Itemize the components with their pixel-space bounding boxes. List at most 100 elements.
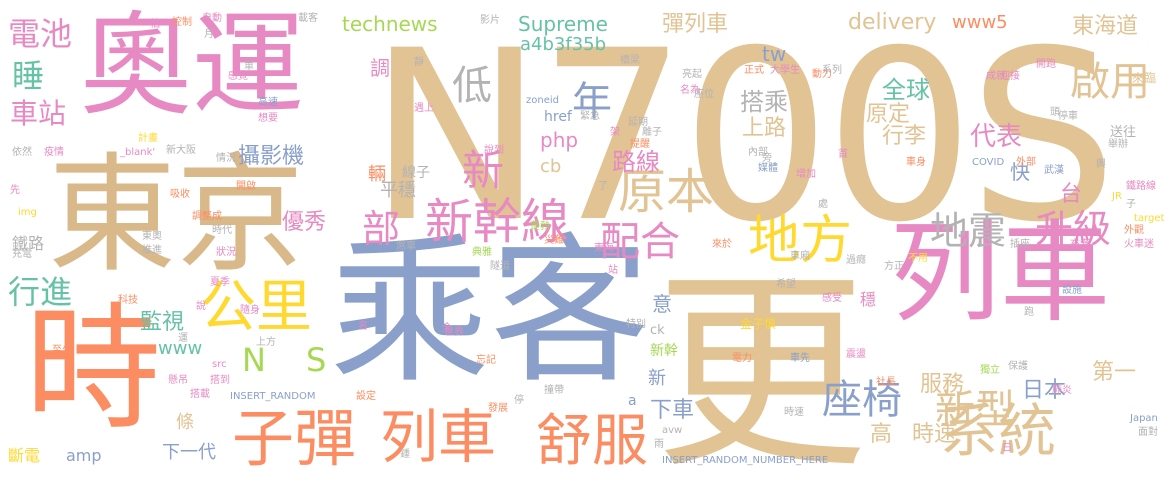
word: 時速 [784, 407, 804, 418]
word: 舒服 [536, 409, 648, 474]
word: 架 [610, 127, 620, 138]
word: 控制 [172, 17, 192, 28]
word: 停車 [1058, 111, 1078, 122]
word: target [1134, 213, 1165, 224]
word: 代表 [970, 122, 1023, 152]
word: 懸吊 [168, 375, 188, 386]
word: 來於 [712, 239, 732, 250]
word: amp [66, 446, 102, 465]
word: 感受 [822, 293, 842, 304]
word: 增加 [796, 169, 816, 180]
word: 搭載 [190, 389, 210, 400]
word: img [18, 207, 37, 218]
word: 來臨 [1132, 71, 1157, 85]
word: 肺炎 [1052, 385, 1072, 396]
word: 日本 [1022, 378, 1067, 403]
word: 隨身 [240, 305, 260, 316]
word: 子 [1126, 199, 1136, 210]
word: 東海道 [1072, 14, 1139, 39]
word: 雨 [654, 439, 664, 450]
word: 停 [514, 395, 524, 406]
word: 火車迷 [1124, 239, 1154, 250]
word: 車先 [790, 353, 810, 364]
word: 震盪 [846, 349, 866, 360]
word: 了 [598, 181, 608, 192]
word: 亮起 [682, 69, 702, 80]
word: 開跑 [1036, 59, 1056, 70]
word: 媒體 [758, 163, 778, 174]
word: 至少 [52, 345, 72, 356]
word: 忘記 [476, 355, 496, 366]
word: 新 [462, 146, 505, 195]
word: 上路 [742, 116, 787, 141]
word: 送往 [1110, 125, 1137, 140]
word: 原本 [618, 164, 715, 220]
word: 電力 [732, 353, 752, 364]
word: 鐵路 [12, 234, 45, 253]
word: 動力 [812, 69, 832, 80]
word: 影片 [480, 15, 500, 26]
word: 推進 [142, 245, 162, 256]
word: 行李 [882, 124, 927, 149]
word: 跑 [1024, 307, 1034, 318]
word: 奧運 [80, 1, 304, 131]
word: 夏季 [210, 277, 230, 288]
word: www [158, 338, 203, 359]
word: 車廂 [790, 251, 810, 262]
word: delivery [848, 10, 937, 35]
word: 離子 [642, 127, 662, 138]
word: 座位 [694, 89, 714, 100]
word: 名 [358, 321, 368, 332]
word: 科技 [118, 295, 138, 306]
word: 災難 [544, 235, 564, 246]
word: 條 [176, 412, 194, 433]
word: 新型 [935, 387, 1015, 433]
word: 部 [362, 207, 401, 251]
word: 名為 [680, 85, 700, 96]
word: 外觀 [1124, 225, 1144, 236]
word: 提醒 [630, 139, 650, 150]
word: 配合 [600, 219, 680, 265]
word: 新幹線 [425, 194, 570, 250]
word: 年 [572, 79, 612, 125]
word: 旁 [762, 153, 772, 164]
word: 搭乘 [740, 88, 788, 116]
word: 列車 [380, 403, 497, 471]
word: 新幹 [650, 343, 678, 359]
word: 意 [652, 292, 672, 316]
word: 撞帶 [544, 385, 564, 396]
word: a4b3f35b [520, 34, 607, 55]
word: 靜 [414, 57, 424, 68]
word: 列車 [890, 209, 1110, 337]
word: 斷電 [8, 446, 41, 465]
word: href [544, 109, 572, 125]
word: 台 [1060, 182, 1083, 207]
word: 緊急 [580, 111, 600, 122]
word: 東海 [594, 243, 614, 254]
word: 充滿 [1070, 239, 1090, 250]
word: 下車 [650, 398, 695, 423]
word: 乘客 [330, 218, 651, 405]
word: 系統 [940, 397, 1057, 465]
word: 先 [10, 185, 20, 196]
word: 優秀 [282, 210, 327, 235]
word: 調整成 [192, 211, 222, 222]
word: 原定 [866, 102, 911, 127]
word: 月 [204, 29, 214, 40]
word: 更 [655, 250, 867, 482]
word: 睡 [12, 57, 45, 95]
word: 情況 [216, 153, 236, 164]
word: 東京 [48, 141, 305, 290]
word: 時代 [212, 225, 232, 236]
word: 下一代 [162, 442, 216, 463]
word: 橋梁 [620, 55, 640, 66]
word: 調 [370, 56, 390, 80]
word: 全球 [882, 76, 930, 104]
word: 延期 [628, 117, 648, 128]
word: 想要 [258, 113, 278, 124]
word: 座椅 [822, 377, 902, 423]
word: 線子 [402, 165, 430, 181]
word: 高 [870, 422, 893, 447]
word: 服務 [920, 372, 965, 397]
word: 疫情 [44, 147, 64, 158]
